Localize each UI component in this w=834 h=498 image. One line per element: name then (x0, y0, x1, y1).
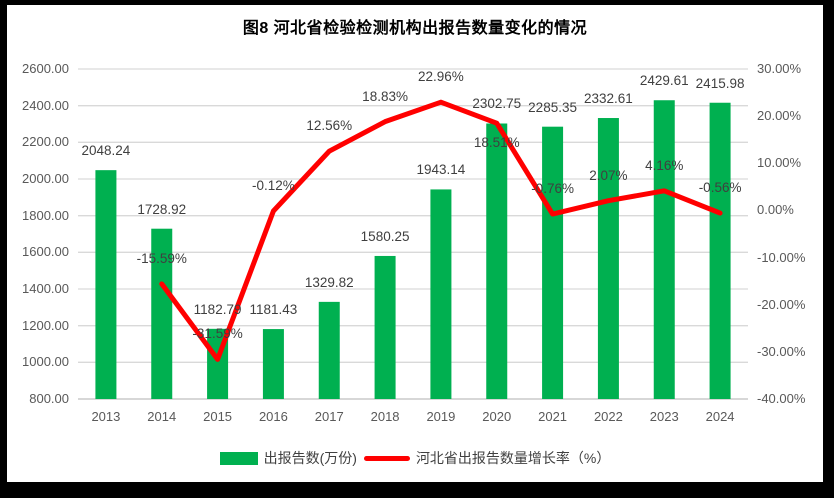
x-axis-tick-label: 2015 (203, 409, 233, 424)
x-axis-tick-label: 2022 (593, 409, 623, 424)
bar-2017 (318, 301, 340, 399)
line-series-swatch-icon (363, 455, 410, 461)
y-axis-left-tick-label: 2200.00 (22, 134, 69, 150)
bar-2023 (653, 100, 675, 400)
y-axis-right-tick-label: 20.00% (757, 108, 802, 124)
bar-value-label: 2429.61 (639, 73, 689, 89)
legend-item-line-series: 河北省出报告数量增长率（%） (363, 448, 611, 468)
x-axis-tick-label: 2019 (426, 409, 456, 424)
bar-2013 (95, 170, 117, 399)
chart-area: 图8 河北省检验检测机构出报告数量变化的情况 2048.24 1728.92 118… (7, 5, 823, 482)
bar-value-label: 2048.24 (81, 143, 131, 159)
y-axis-right-tick-label: -40.00% (757, 391, 806, 406)
bar-value-label: 1329.82 (304, 274, 354, 290)
y-axis-right-tick-label: -10.00% (757, 249, 806, 265)
x-axis-tick-label: 2014 (147, 409, 177, 424)
y-axis-left-tick-label: 1600.00 (22, 244, 69, 260)
bar-value-label: 1580.25 (360, 228, 410, 244)
bar-value-label: 2285.35 (528, 99, 577, 115)
y-axis-left-tick-label: 800.00 (29, 391, 69, 406)
x-axis-tick-label: 2016 (258, 409, 288, 424)
y-axis-right-tick-label: 0.00% (757, 202, 794, 218)
y-axis-left-tick-label: 1400.00 (22, 281, 69, 296)
y-axis-left-tick-label: 1000.00 (22, 354, 69, 370)
bar-2019 (430, 189, 452, 399)
bar-2016 (262, 329, 284, 399)
y-axis-right-tick-label: -20.00% (757, 296, 806, 312)
line-point-label: -15.59% (136, 250, 187, 266)
x-axis-tick-label: 2018 (370, 409, 400, 424)
x-axis-tick-label: 2020 (482, 409, 512, 424)
bar-2020 (486, 123, 508, 399)
line-point-label: 18.51% (473, 135, 520, 151)
y-axis-left-tick-label: 1200.00 (22, 317, 69, 333)
x-axis-tick-label: 2024 (705, 409, 735, 424)
line-point-label: -0.12% (252, 177, 295, 193)
bar-series-swatch-icon (219, 451, 258, 465)
y-axis-left-tick-label: 1800.00 (22, 207, 69, 223)
bar-value-label: 1181.43 (249, 302, 298, 318)
legend-label-bar-series: 出报告数(万份) (263, 450, 357, 466)
line-point-label: 22.96% (418, 69, 464, 85)
growth-rate-line (159, 99, 723, 362)
y-axis-right-tick-label: 30.00% (757, 61, 802, 76)
bar-value-label: 2332.61 (584, 91, 633, 107)
bar-value-label: 1943.14 (416, 162, 466, 178)
line-point-label: -0.56% (698, 180, 742, 196)
y-axis-left-tick-label: 2400.00 (22, 97, 69, 113)
x-axis-tick-label: 2017 (314, 409, 344, 424)
line-point-label: 12.56% (306, 118, 353, 134)
bar-value-label: 1182.79 (193, 301, 242, 317)
y-axis-right-tick-label: 10.00% (757, 155, 802, 171)
bar-2022 (597, 118, 619, 400)
x-axis-tick-label: 2021 (538, 409, 568, 424)
x-axis-tick-label: 2023 (649, 409, 679, 424)
line-point-label: 4.16% (645, 157, 684, 173)
line-point-label: 2.07% (589, 167, 628, 183)
x-axis-tick-label: 2013 (91, 409, 121, 424)
legend-label-line-series: 河北省出报告数量增长率（%） (415, 450, 611, 466)
line-point-label: -0.76% (531, 181, 574, 196)
bar-2018 (374, 255, 396, 399)
line-point-label: 18.83% (362, 88, 408, 104)
bar-value-label: 1728.92 (137, 201, 187, 217)
y-axis-left-tick-label: 2600.00 (22, 61, 69, 76)
y-axis-left-tick-label: 2000.00 (22, 171, 69, 186)
line-point-label: -31.59% (192, 326, 243, 342)
bar-2014 (151, 228, 173, 399)
bar-2024 (709, 102, 731, 399)
bar-value-label: 2302.75 (472, 96, 522, 112)
bar-2021 (542, 126, 564, 399)
legend-item-bar-series: 出报告数(万份) (219, 448, 357, 468)
chart-legend: 出报告数(万份) 河北省出报告数量增长率（%） (7, 448, 823, 468)
plot-canvas (78, 68, 748, 400)
y-axis-right-tick-label: -30.00% (757, 343, 806, 359)
bar-value-label: 2415.98 (695, 75, 745, 91)
chart-title: 图8 河北省检验检测机构出报告数量变化的情况 (242, 20, 588, 37)
